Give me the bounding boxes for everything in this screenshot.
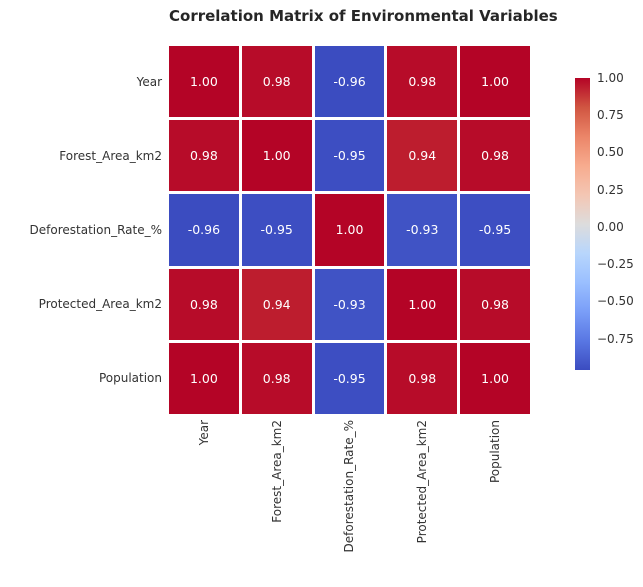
x-tick-label-Protected_Area_km2: Protected_Area_km2 [415,420,430,544]
cell-value: -0.95 [260,222,293,238]
cell-value: 0.98 [481,148,510,164]
colorbar-tick-−0.50: −0.50 [597,294,634,309]
cell-value: 1.00 [481,74,510,90]
cell-value: 0.98 [189,296,218,312]
colorbar-tick-0.50: 0.50 [597,145,624,160]
heatmap-cell-Population-Protected_Area_km2: 0.98 [387,342,458,414]
colorbar-tick-0.25: 0.25 [597,182,624,197]
heatmap-cell-Protected_Area_km2-Protected_Area_km2: 1.00 [387,268,458,340]
cell-value: -0.96 [333,74,366,90]
cell-value: 1.00 [189,370,218,386]
cell-value: 0.94 [262,296,291,312]
x-tick-column-Deforestation_Rate_%: Deforestation_Rate_% [315,420,385,585]
y-tick-label-Year: Year [136,74,162,89]
y-tick-label-Forest_Area_km2: Forest_Area_km2 [59,148,162,163]
heatmap-cell-Deforestation_Rate_%-Deforestation_Rate_%: 1.00 [314,194,385,266]
heatmap-cell-Protected_Area_km2-Population: 0.98 [460,268,530,340]
heatmap-cell-Forest_Area_km2-Protected_Area_km2: 0.94 [387,120,458,192]
cell-value: 1.00 [335,222,364,238]
cell-value: -0.96 [187,222,221,238]
heatmap-cell-Deforestation_Rate_%-Population: -0.95 [460,194,530,266]
colorbar-tick-−0.75: −0.75 [597,331,634,346]
x-tick-label-Year: Year [196,420,211,446]
y-tick-label-Protected_Area_km2: Protected_Area_km2 [38,297,162,312]
heatmap-cell-Population-Deforestation_Rate_%: -0.95 [314,342,385,414]
cell-value: 0.94 [408,148,437,164]
cell-value: 0.98 [481,296,510,312]
cell-value: 1.00 [189,74,218,90]
heatmap-cell-Forest_Area_km2-Deforestation_Rate_%: -0.95 [314,120,385,192]
cell-value: 0.98 [262,370,291,386]
colorbar-tick-1.00: 1.00 [597,71,624,85]
cell-value: 0.98 [262,74,291,90]
heatmap-cell-Year-Protected_Area_km2: 0.98 [387,46,458,118]
x-tick-column-Year: Year [169,420,239,585]
heatmap-cell-Year-Forest_Area_km2: 0.98 [241,46,312,118]
cell-value: 1.00 [408,296,437,312]
colorbar-tick-−0.25: −0.25 [597,257,634,272]
cell-value: 0.98 [189,148,218,164]
cell-value: -0.95 [333,370,366,386]
cell-value: -0.93 [333,296,366,312]
x-tick-column-Population: Population [460,420,530,585]
heatmap-cell-Population-Forest_Area_km2: 0.98 [241,342,312,414]
cell-value: -0.95 [478,222,512,238]
heatmap-cell-Deforestation_Rate_%-Forest_Area_km2: -0.95 [241,194,312,266]
heatmap-cell-Protected_Area_km2-Deforestation_Rate_%: -0.93 [314,268,385,340]
heatmap-grid: 1.00 0.98 -0.96 0.98 1.00 0.98 1.00 -0.95 0.94 0.… [169,46,530,414]
heatmap-cell-Year-Population: 1.00 [460,46,530,118]
y-tick-label-Population: Population [98,371,162,386]
heatmap-cell-Forest_Area_km2-Population: 0.98 [460,120,530,192]
x-tick-label-Deforestation_Rate_%: Deforestation_Rate_% [342,420,357,553]
heatmap-cell-Protected_Area_km2-Year: 0.98 [169,268,239,340]
heatmap-cell-Population-Year: 1.00 [169,342,239,414]
colorbar-tick-0.75: 0.75 [597,108,624,123]
chart-title: Correlation Matrix of Environmental Vari… [169,7,558,25]
heatmap-cell-Deforestation_Rate_%-Year: -0.96 [169,194,239,266]
heatmap-cell-Protected_Area_km2-Forest_Area_km2: 0.94 [241,268,312,340]
heatmap-cell-Forest_Area_km2-Year: 0.98 [169,120,239,192]
cell-value: -0.95 [333,148,366,164]
x-tick-label-Forest_Area_km2: Forest_Area_km2 [269,420,284,523]
cell-value: 1.00 [262,148,291,164]
heatmap-cell-Forest_Area_km2-Forest_Area_km2: 1.00 [241,120,312,192]
heatmap-cell-Year-Year: 1.00 [169,46,239,118]
cell-value: -0.93 [406,222,439,238]
y-tick-label-Deforestation_Rate_%: Deforestation_Rate_% [29,223,162,237]
x-tick-column-Forest_Area_km2: Forest_Area_km2 [242,420,312,585]
cell-value: 1.00 [481,370,510,386]
heatmap-cell-Year-Deforestation_Rate_%: -0.96 [314,46,385,118]
heatmap-cell-Deforestation_Rate_%-Protected_Area_km2: -0.93 [387,194,458,266]
colorbar [575,78,590,370]
colorbar-tick-0.00: 0.00 [597,219,624,234]
heatmap-cell-Population-Population: 1.00 [460,342,530,414]
x-tick-label-Population: Population [488,420,503,484]
cell-value: 0.98 [408,74,437,90]
x-tick-column-Protected_Area_km2: Protected_Area_km2 [387,420,457,585]
cell-value: 0.98 [408,370,437,386]
